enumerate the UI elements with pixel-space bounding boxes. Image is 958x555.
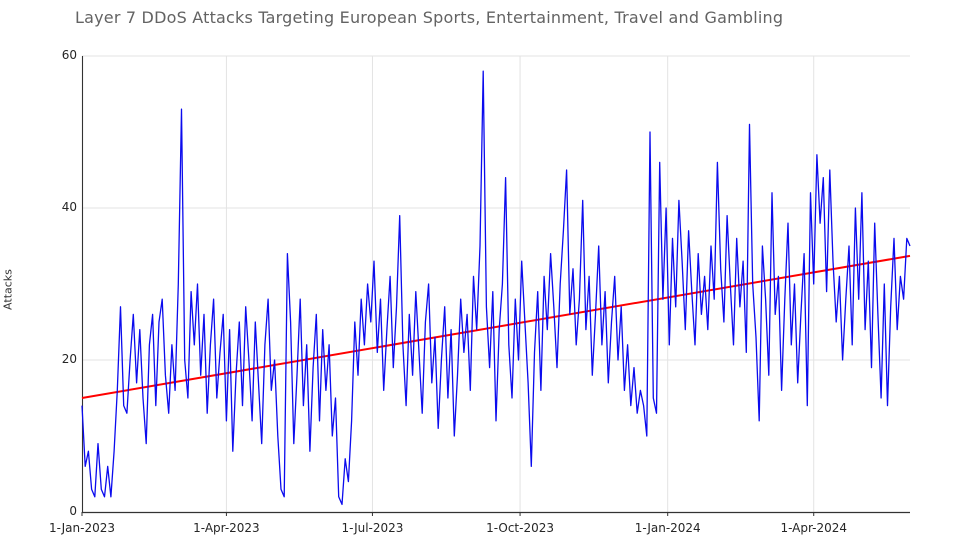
attacks-series-line [81,70,911,506]
x-tick-label: 1-Jan-2023 [49,521,115,535]
x-tick-label: 1-Apr-2024 [780,521,847,535]
y-tick-label: 60 [61,48,77,62]
chart-title: Layer 7 DDoS Attacks Targeting European … [75,8,784,27]
x-tick-label: 1-Apr-2023 [193,521,260,535]
y-tick-label: 0 [69,504,77,518]
x-tick-label: 1-Jul-2023 [341,521,404,535]
x-tick-label: 1-Jan-2024 [634,521,701,535]
x-tick-label: 1-Oct-2023 [486,521,555,535]
y-tick-label: 20 [61,352,77,366]
y-tick-label: 40 [61,200,77,214]
trend-line [81,254,911,399]
